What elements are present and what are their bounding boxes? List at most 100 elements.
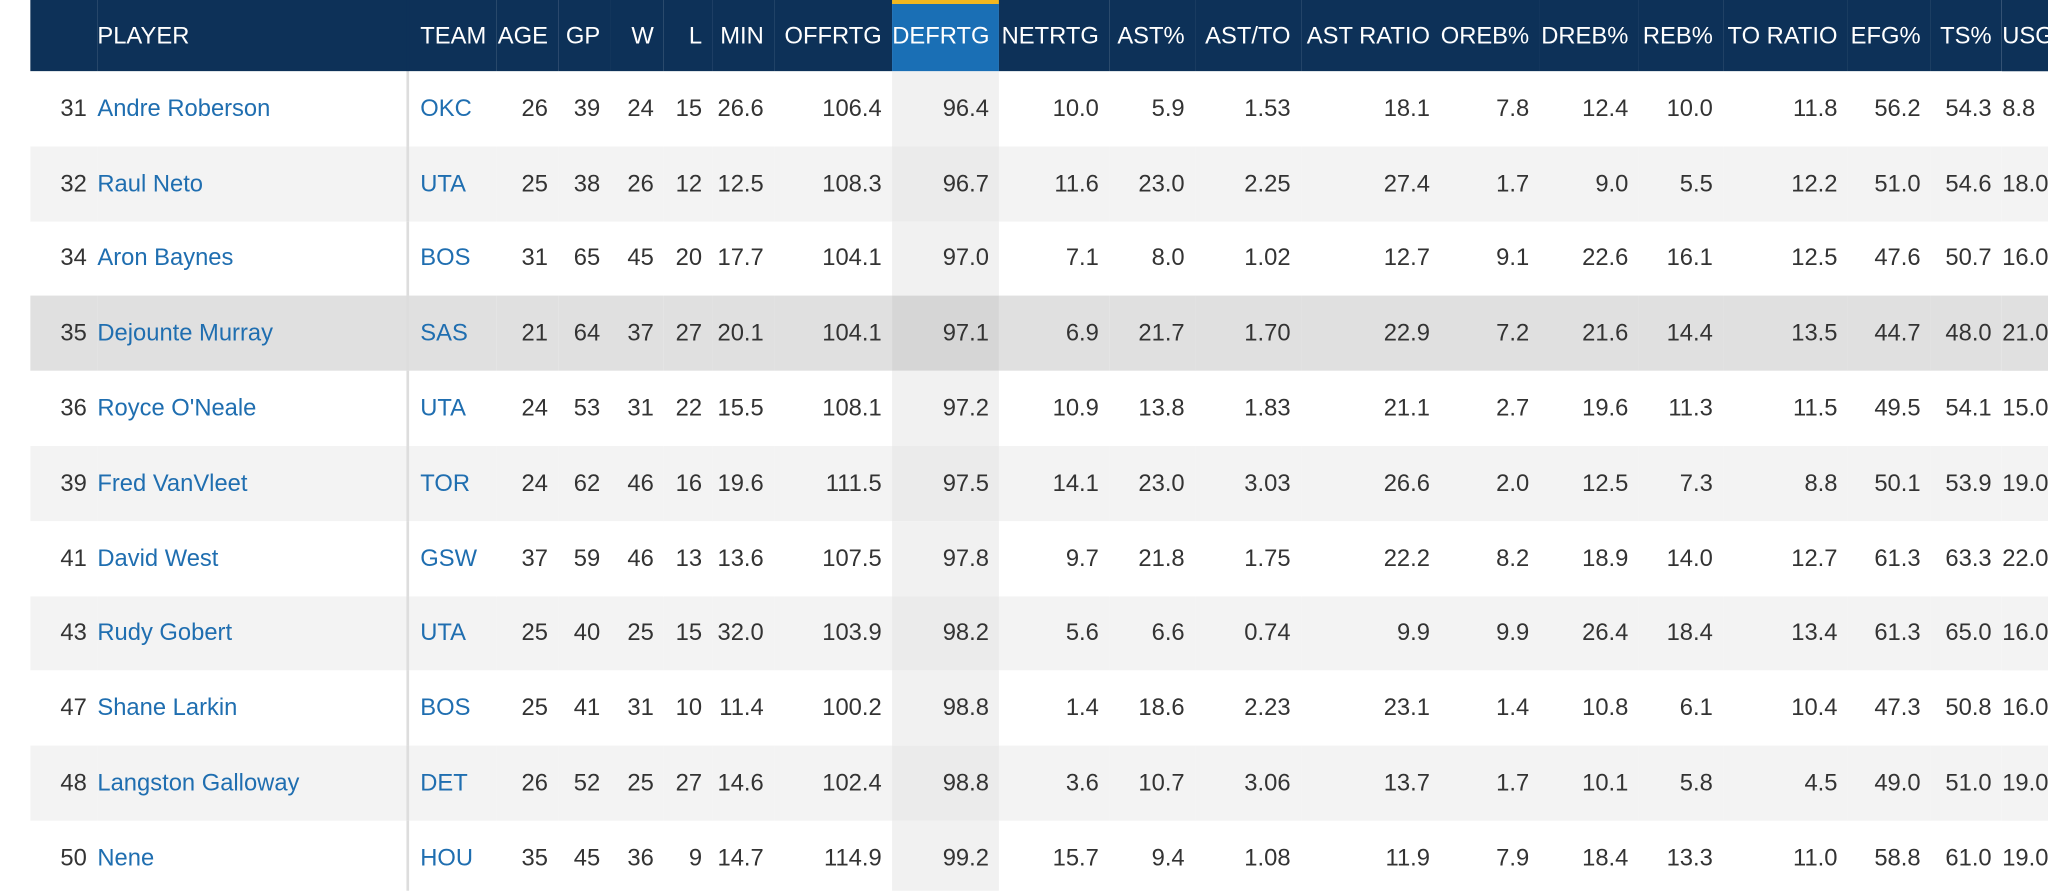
team-link[interactable]: UTA xyxy=(407,146,496,222)
column-header-efg-pct[interactable]: EFG% xyxy=(1848,0,1932,72)
stat-cell-min: 19.6 xyxy=(712,446,775,521)
player-name-link[interactable]: Andre Roberson xyxy=(97,71,409,147)
stat-cell-netrtg: 3.6 xyxy=(999,745,1110,821)
team-link[interactable]: OKC xyxy=(407,71,496,147)
team-link[interactable]: DET xyxy=(407,745,496,821)
stat-cell-ast-pct: 13.8 xyxy=(1109,371,1196,447)
column-header-l[interactable]: L xyxy=(664,0,713,72)
team-link[interactable]: SAS xyxy=(407,296,496,372)
stat-cell-dreb-pct: 22.6 xyxy=(1539,221,1639,297)
column-header-team[interactable]: TEAM xyxy=(407,0,496,72)
stat-cell-ast-to: 1.53 xyxy=(1195,71,1302,147)
column-header-defrtg[interactable]: DEFRTG xyxy=(892,0,1000,72)
rank-cell: 43 xyxy=(30,595,98,671)
stat-cell-usg-pct: 8.8 xyxy=(2002,71,2048,147)
stat-cell-offrtg: 104.1 xyxy=(774,296,893,372)
stat-cell-ts-pct: 54.6 xyxy=(1931,146,2003,222)
column-header-ts-pct[interactable]: TS% xyxy=(1931,0,2003,72)
column-header-player[interactable]: PLAYER xyxy=(97,0,409,72)
team-link[interactable]: HOU xyxy=(407,820,496,891)
stat-cell-offrtg: 108.3 xyxy=(774,146,893,222)
stat-cell-dreb-pct: 26.4 xyxy=(1539,595,1639,671)
stat-cell-gp: 40 xyxy=(558,595,611,671)
player-name-link[interactable]: Shane Larkin xyxy=(97,670,409,746)
stat-cell-reb-pct: 6.1 xyxy=(1638,670,1724,746)
stat-cell-oreb-pct: 7.8 xyxy=(1440,71,1540,147)
stat-cell-to-ratio: 12.5 xyxy=(1723,221,1849,297)
column-header-ast-ratio[interactable]: AST RATIO xyxy=(1301,0,1441,72)
stat-cell-to-ratio: 12.7 xyxy=(1723,520,1849,596)
stat-cell-usg-pct: 16.0 xyxy=(2002,221,2048,297)
rank-cell: 50 xyxy=(30,820,98,891)
stat-cell-oreb-pct: 9.9 xyxy=(1440,595,1540,671)
stat-cell-ts-pct: 65.0 xyxy=(1931,595,2003,671)
player-name-link[interactable]: Dejounte Murray xyxy=(97,296,409,372)
stat-cell-min: 26.6 xyxy=(712,71,775,147)
column-header-netrtg[interactable]: NETRTG xyxy=(999,0,1110,72)
player-name-link[interactable]: Fred VanVleet xyxy=(97,446,409,521)
stat-cell-oreb-pct: 8.2 xyxy=(1440,520,1540,596)
column-header-w[interactable]: W xyxy=(610,0,665,72)
column-header-offrtg[interactable]: OFFRTG xyxy=(774,0,893,72)
stat-cell-ast-pct: 21.8 xyxy=(1109,520,1196,596)
player-name-link[interactable]: Raul Neto xyxy=(97,146,409,222)
rank-cell: 35 xyxy=(30,296,98,372)
stat-cell-ast-pct: 10.7 xyxy=(1109,745,1196,821)
stat-cell-usg-pct: 19.0 xyxy=(2002,446,2048,521)
rank-cell: 31 xyxy=(30,71,98,147)
column-header-ast-pct[interactable]: AST% xyxy=(1109,0,1196,72)
player-name-link[interactable]: Nene xyxy=(97,820,409,891)
column-header-dreb-pct[interactable]: DREB% xyxy=(1539,0,1639,72)
team-link[interactable]: BOS xyxy=(407,670,496,746)
stat-cell-min: 20.1 xyxy=(712,296,775,372)
player-name-link[interactable]: Langston Galloway xyxy=(97,745,409,821)
stat-cell-dreb-pct: 12.5 xyxy=(1539,446,1639,521)
player-name-link[interactable]: Rudy Gobert xyxy=(97,595,409,671)
stat-cell-ast-pct: 8.0 xyxy=(1109,221,1196,297)
column-header-reb-pct[interactable]: REB% xyxy=(1638,0,1724,72)
stat-cell-dreb-pct: 21.6 xyxy=(1539,296,1639,372)
stat-cell-offrtg: 104.1 xyxy=(774,221,893,297)
stat-cell-ast-to: 1.08 xyxy=(1195,820,1302,891)
stat-cell-dreb-pct: 9.0 xyxy=(1539,146,1639,222)
team-link[interactable]: UTA xyxy=(407,371,496,447)
table-header-row: PLAYER TEAM AGE GP W L MIN OFFRTG DEFRTG NETRTG AS… xyxy=(30,0,2048,72)
stat-cell-age: 21 xyxy=(495,296,559,372)
stat-cell-ast-ratio: 12.7 xyxy=(1301,221,1441,297)
team-link[interactable]: TOR xyxy=(407,446,496,521)
stat-cell-dreb-pct: 10.1 xyxy=(1539,745,1639,821)
stat-cell-gp: 45 xyxy=(558,820,611,891)
stat-cell-w: 46 xyxy=(610,446,665,521)
column-header-ast-to[interactable]: AST/TO xyxy=(1195,0,1302,72)
stat-cell-l: 10 xyxy=(664,670,713,746)
stat-cell-netrtg: 1.4 xyxy=(999,670,1110,746)
stat-cell-offrtg: 100.2 xyxy=(774,670,893,746)
player-name-link[interactable]: Royce O'Neale xyxy=(97,371,409,447)
column-header-to-ratio[interactable]: TO RATIO xyxy=(1723,0,1849,72)
column-header-min[interactable]: MIN xyxy=(712,0,775,72)
column-header-usg-pct[interactable]: USG% xyxy=(2002,0,2048,72)
column-header-age[interactable]: AGE xyxy=(495,0,559,72)
stat-cell-usg-pct: 22.0 xyxy=(2002,520,2048,596)
team-link[interactable]: BOS xyxy=(407,221,496,297)
stat-cell-ast-ratio: 18.1 xyxy=(1301,71,1441,147)
rank-cell: 41 xyxy=(30,520,98,596)
stat-cell-min: 14.6 xyxy=(712,745,775,821)
player-name-link[interactable]: David West xyxy=(97,520,409,596)
stat-cell-defrtg: 98.8 xyxy=(892,745,1000,821)
stat-cell-ast-ratio: 11.9 xyxy=(1301,820,1441,891)
stat-cell-ts-pct: 54.1 xyxy=(1931,371,2003,447)
stat-cell-efg-pct: 51.0 xyxy=(1848,146,1932,222)
stat-cell-ast-pct: 18.6 xyxy=(1109,670,1196,746)
stat-cell-dreb-pct: 10.8 xyxy=(1539,670,1639,746)
column-header-gp[interactable]: GP xyxy=(558,0,611,72)
stat-cell-efg-pct: 50.1 xyxy=(1848,446,1932,521)
column-header-rank xyxy=(30,0,98,72)
player-name-link[interactable]: Aron Baynes xyxy=(97,221,409,297)
team-link[interactable]: GSW xyxy=(407,520,496,596)
team-link[interactable]: UTA xyxy=(407,595,496,671)
stat-cell-gp: 64 xyxy=(558,296,611,372)
stat-cell-to-ratio: 12.2 xyxy=(1723,146,1849,222)
column-header-oreb-pct[interactable]: OREB% xyxy=(1440,0,1540,72)
